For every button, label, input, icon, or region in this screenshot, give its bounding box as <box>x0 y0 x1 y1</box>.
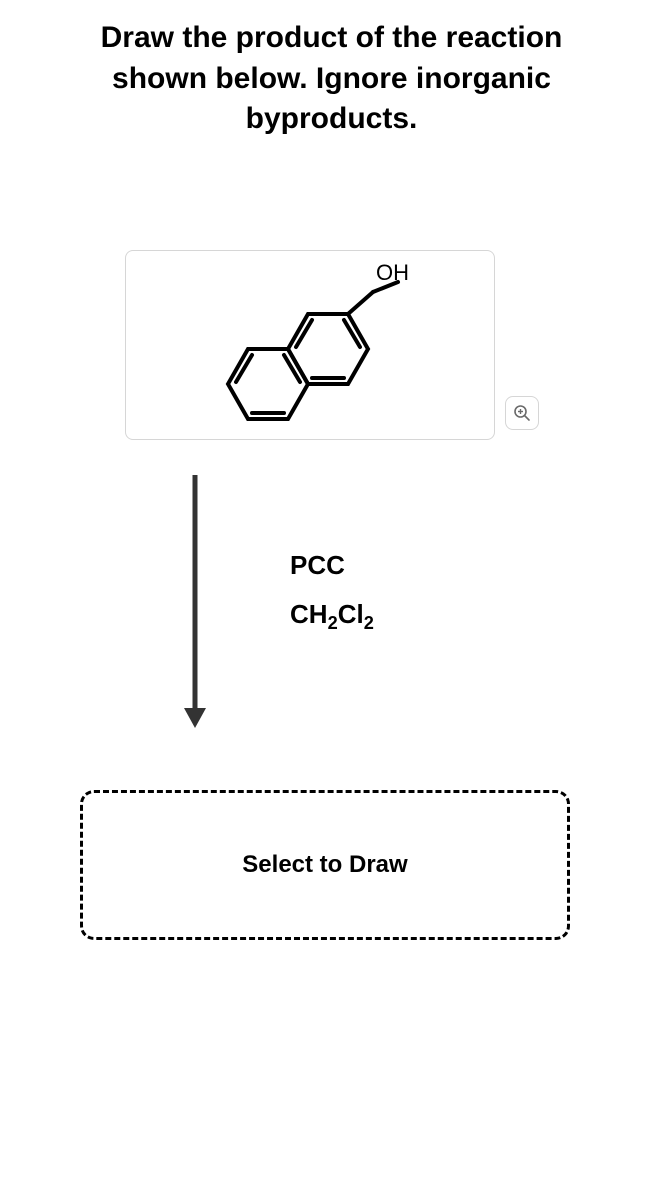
reaction-arrow <box>180 470 210 730</box>
oh-label: OH <box>376 264 409 285</box>
reagent-line-2: CH2Cl2 <box>290 599 374 634</box>
answer-draw-area[interactable]: Select to Draw <box>80 790 570 940</box>
zoom-button[interactable] <box>505 396 539 430</box>
reactant-structure: OH <box>198 264 428 434</box>
answer-placeholder: Select to Draw <box>242 851 407 879</box>
reagent-line-1: PCC <box>290 550 374 581</box>
reagent-labels: PCC CH2Cl2 <box>290 550 374 652</box>
question-line-1: Draw the product of the reaction <box>30 18 633 59</box>
question-text: Draw the product of the reaction shown b… <box>0 0 663 140</box>
question-line-2: shown below. Ignore inorganic <box>30 59 633 100</box>
question-line-3: byproducts. <box>30 99 633 140</box>
magnify-plus-icon <box>513 404 531 422</box>
